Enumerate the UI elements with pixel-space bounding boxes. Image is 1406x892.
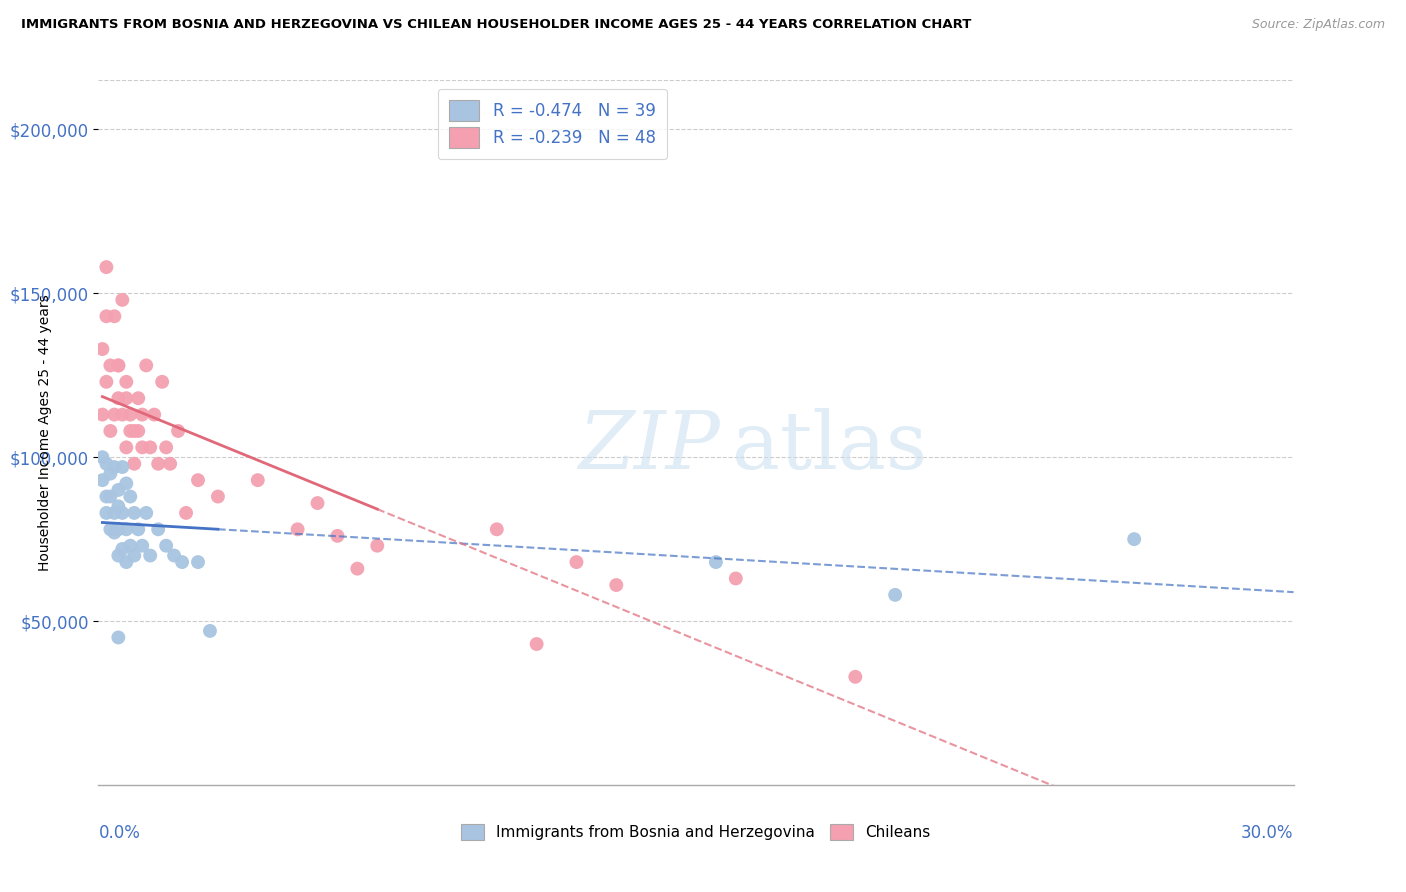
Point xyxy=(150,375,173,389)
Point xyxy=(148,457,170,471)
Point xyxy=(124,457,146,471)
Point xyxy=(844,670,866,684)
Point xyxy=(103,408,125,422)
Point xyxy=(91,473,114,487)
Point xyxy=(526,637,548,651)
Text: Householder Income Ages 25 - 44 years: Householder Income Ages 25 - 44 years xyxy=(38,294,52,571)
Point xyxy=(163,549,186,563)
Point xyxy=(605,578,627,592)
Point xyxy=(107,359,129,373)
Point xyxy=(115,391,138,405)
Point xyxy=(103,506,125,520)
Point xyxy=(107,631,129,645)
Point xyxy=(172,555,194,569)
Point xyxy=(115,522,138,536)
Point xyxy=(96,310,118,324)
Point xyxy=(131,539,153,553)
Point xyxy=(174,506,197,520)
Point xyxy=(127,522,149,536)
Point xyxy=(148,522,170,536)
Point xyxy=(120,490,142,504)
Point xyxy=(565,555,588,569)
Point xyxy=(127,424,149,438)
Point xyxy=(115,476,138,491)
Point xyxy=(120,424,142,438)
Point xyxy=(207,490,229,504)
Point xyxy=(131,441,153,455)
Text: Source: ZipAtlas.com: Source: ZipAtlas.com xyxy=(1251,18,1385,31)
Point xyxy=(107,522,129,536)
Text: 30.0%: 30.0% xyxy=(1241,823,1294,842)
Point xyxy=(111,293,134,307)
Point xyxy=(98,467,122,481)
Text: 0.0%: 0.0% xyxy=(98,823,141,842)
Point xyxy=(107,391,129,405)
Point xyxy=(187,473,209,487)
Point xyxy=(98,522,122,536)
Point xyxy=(187,555,209,569)
Point xyxy=(143,408,166,422)
Point xyxy=(98,359,122,373)
Point xyxy=(139,441,162,455)
Point xyxy=(155,539,177,553)
Point xyxy=(124,506,146,520)
Point xyxy=(724,572,747,586)
Point xyxy=(115,375,138,389)
Point xyxy=(124,549,146,563)
Point xyxy=(91,408,114,422)
Point xyxy=(124,424,146,438)
Point xyxy=(139,549,162,563)
Text: atlas: atlas xyxy=(733,408,927,486)
Point xyxy=(135,506,157,520)
Point xyxy=(115,555,138,569)
Point xyxy=(111,506,134,520)
Point xyxy=(111,541,134,556)
Point xyxy=(155,441,177,455)
Point xyxy=(167,424,190,438)
Point xyxy=(307,496,329,510)
Text: ZIP: ZIP xyxy=(578,408,720,485)
Point xyxy=(103,525,125,540)
Point xyxy=(96,506,118,520)
Point xyxy=(704,555,727,569)
Point xyxy=(135,359,157,373)
Point xyxy=(91,450,114,465)
Point xyxy=(91,342,114,356)
Point xyxy=(96,375,118,389)
Point xyxy=(107,500,129,514)
Point xyxy=(159,457,181,471)
Point xyxy=(96,457,118,471)
Point xyxy=(1123,532,1146,546)
Legend: R = -0.474   N = 39, R = -0.239   N = 48: R = -0.474 N = 39, R = -0.239 N = 48 xyxy=(437,88,668,160)
Point xyxy=(366,539,388,553)
Text: IMMIGRANTS FROM BOSNIA AND HERZEGOVINA VS CHILEAN HOUSEHOLDER INCOME AGES 25 - 4: IMMIGRANTS FROM BOSNIA AND HERZEGOVINA V… xyxy=(21,18,972,31)
Point xyxy=(131,408,153,422)
Point xyxy=(107,359,129,373)
Point xyxy=(107,483,129,497)
Point xyxy=(884,588,907,602)
Point xyxy=(111,408,134,422)
Point xyxy=(246,473,269,487)
Point xyxy=(346,561,368,575)
Point xyxy=(287,522,309,536)
Point xyxy=(103,310,125,324)
Point xyxy=(198,624,221,638)
Point xyxy=(326,529,349,543)
Point xyxy=(96,490,118,504)
Point xyxy=(115,441,138,455)
Point xyxy=(107,549,129,563)
Point xyxy=(103,460,125,475)
Point xyxy=(120,539,142,553)
Point xyxy=(127,391,149,405)
Point xyxy=(120,408,142,422)
Point xyxy=(98,424,122,438)
Point xyxy=(111,460,134,475)
Point xyxy=(96,260,118,274)
Point xyxy=(98,490,122,504)
Point xyxy=(485,522,508,536)
